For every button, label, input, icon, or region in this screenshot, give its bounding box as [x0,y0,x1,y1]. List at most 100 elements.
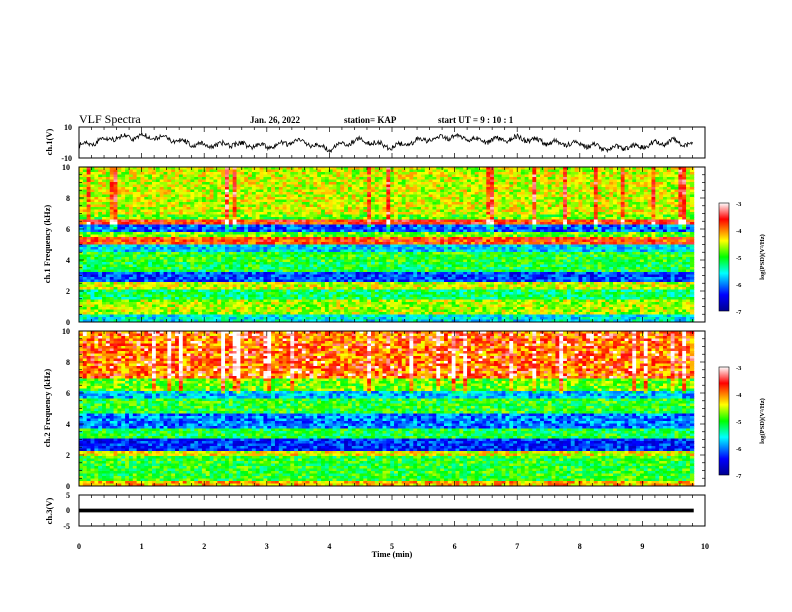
spectrogram-cell [251,187,257,190]
spectrogram-cell [666,167,672,170]
spectrogram-cell [670,172,676,175]
spectrogram-cell [286,174,291,178]
spectrogram-cell [436,182,441,185]
spectrogram-cell [190,179,195,183]
spectrogram-cell [574,184,579,188]
spectrogram-cell [271,184,276,188]
spectrogram-cell [432,167,437,170]
spectrogram-cell [205,187,211,190]
spectrogram-cell [255,167,261,170]
spectrogram-cell [678,169,683,173]
spectrogram-cell [520,169,526,173]
spectrogram-cell [520,187,526,190]
spectrogram-cell [79,167,84,170]
spectrogram-cell [317,167,322,170]
spectrogram-cell [501,179,506,183]
spectrogram-cell [647,179,652,183]
spectrogram-cell [201,179,207,183]
spectrogram-cell [382,169,387,173]
spectrogram-cell [378,169,384,173]
spectrogram-cell [144,179,149,183]
spectrogram-cell [543,174,549,178]
spectrogram-cell [148,174,153,178]
spectrogram-cell [251,172,257,175]
spectrogram-cell [82,167,88,170]
spectrogram-cell [248,169,253,173]
spectrogram-cell [536,179,541,183]
spectrogram-cell [639,182,645,185]
spectrogram-cell [148,169,153,173]
spectrogram-cell [313,187,318,190]
spectrogram-cell [94,177,99,180]
spectrogram-cell [117,179,122,183]
spectrogram-cell [378,184,384,188]
spectrogram-cell [505,179,510,183]
spectrogram-cell [271,172,276,175]
spectrogram-cell [574,179,579,183]
spectrogram-cell [505,184,510,188]
spectrogram-cell [263,169,268,173]
spectrogram-cell [194,169,199,173]
spectrogram-cell [405,167,410,170]
spectrogram-cell [639,179,645,183]
spectrogram-cell [359,169,364,173]
spectrogram-cell [663,169,668,173]
spectrogram-cell [82,179,88,183]
spectrogram-cell [86,187,92,190]
spectrogram-cell [259,177,264,180]
spectrogram-cell [282,177,287,180]
spectrogram-cell [378,167,384,170]
spectrogram-cell [609,182,614,185]
spectrogram-cell [117,174,122,178]
spectrogram-cell [474,167,480,170]
spectrogram-cell [136,174,141,178]
spectrogram-cell [251,169,257,173]
spectrogram-cell [117,172,122,175]
spectrogram-cell [117,177,122,180]
spectrogram-cell [298,172,303,175]
spectrogram-cell [643,179,649,183]
spectrogram-cell [444,172,449,175]
spectrogram-cell [420,167,426,170]
ch1-spectrogram-cells [79,167,695,323]
spectrogram-cell [459,172,464,175]
spectrogram-cell [374,167,380,170]
spectrogram-cell [463,187,468,190]
spectrogram-cell [501,174,506,178]
spectrogram-cell [140,167,145,170]
spectrogram-cell [371,169,376,173]
spectrogram-cell [616,174,622,178]
spectrogram-cell [198,187,203,190]
spectrogram-cell [86,179,92,183]
spectrogram-cell [332,177,337,180]
spectrogram-cell [94,187,99,190]
spectrogram-cell [132,167,138,170]
spectrogram-cell [136,169,141,173]
spectrogram-cell [651,182,656,185]
spectrogram-cell [159,172,165,175]
spectrogram-cell [132,187,138,190]
spectrogram-cell [455,179,460,183]
spectrogram-cell [566,184,572,188]
spectrogram-cell [467,172,472,175]
spectrogram-cell [590,169,595,173]
spectrogram-cell [86,169,92,173]
spectrogram-cell [670,182,676,185]
spectrogram-cell [163,172,168,175]
spectrogram-cell [117,167,122,170]
spectrogram-cell [344,169,349,173]
spectrogram-cell [432,182,437,185]
ch1-waveform-ylabel: ch.1(V) [44,128,54,155]
spectrogram-cell [178,174,184,178]
spectrogram-cell [244,174,249,178]
spectrogram-cell [532,177,537,180]
spectrogram-cell [405,182,410,185]
spectrogram-cell [532,169,537,173]
spectrogram-cell [678,179,683,183]
spectrogram-cell [663,172,668,175]
spectrogram-cell [290,182,295,185]
spectrogram-cell [632,169,637,173]
spectrogram-cell [159,187,165,190]
spectrogram-cell [336,167,341,170]
spectrogram-cell [171,174,176,178]
